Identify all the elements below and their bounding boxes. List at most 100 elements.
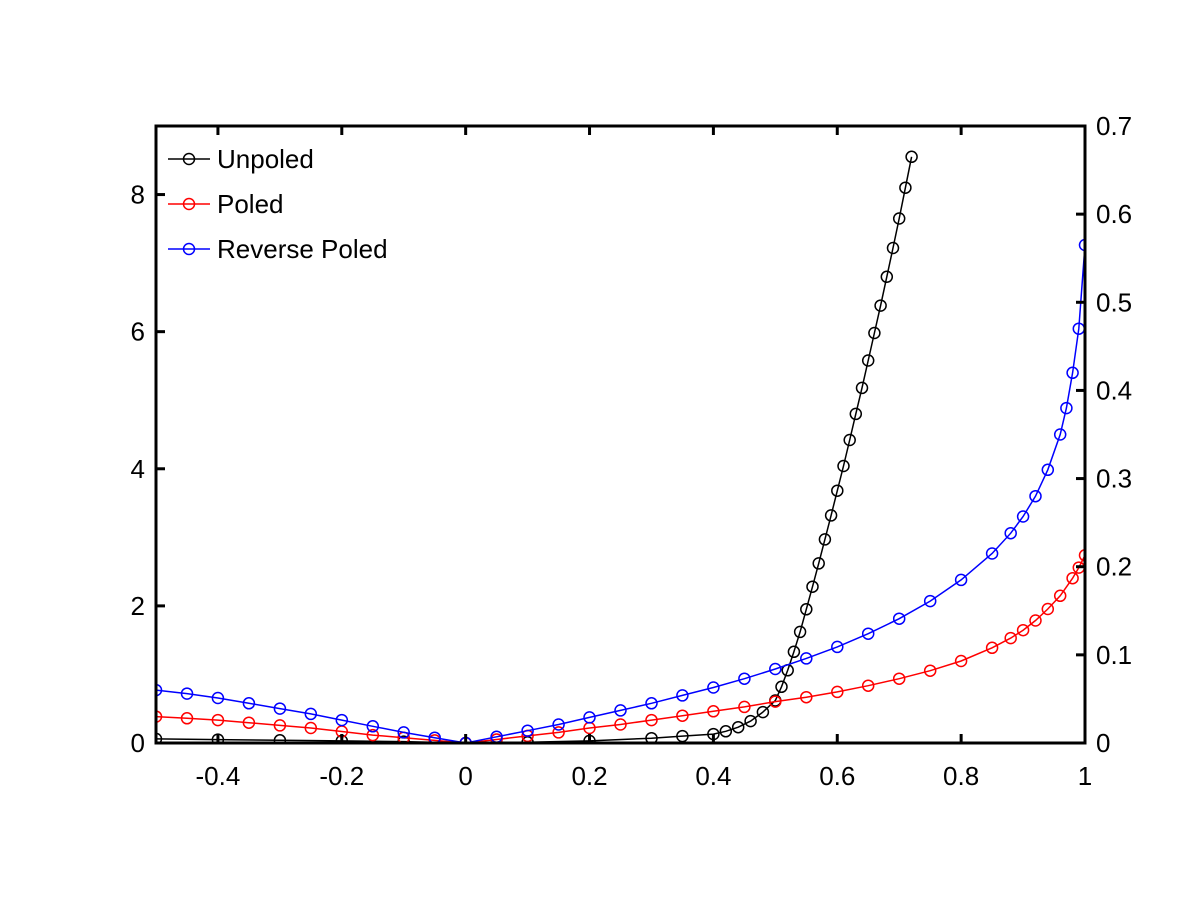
data-point-unpoled bbox=[855, 381, 869, 395]
data-point-unpoled bbox=[793, 625, 807, 639]
y2-tick-label: 0.2 bbox=[1096, 552, 1132, 582]
data-point-poled bbox=[707, 705, 720, 718]
data-point-poled bbox=[985, 641, 999, 655]
y2-tick-label: 0.5 bbox=[1096, 287, 1132, 317]
data-point-reverse-poled bbox=[1016, 510, 1030, 523]
data-point-unpoled bbox=[756, 705, 770, 719]
legend-marker-unpoled bbox=[182, 152, 196, 166]
data-point-unpoled bbox=[905, 150, 918, 164]
data-point-poled bbox=[831, 685, 844, 699]
data-point-poled bbox=[1041, 602, 1055, 616]
x-tick-label: -0.2 bbox=[319, 761, 364, 791]
data-point-unpoled bbox=[843, 433, 856, 447]
data-point-reverse-poled bbox=[156, 683, 163, 697]
x-tick-label: 0 bbox=[458, 761, 472, 791]
y-tick-label: 0 bbox=[131, 728, 145, 758]
data-point-unpoled bbox=[892, 212, 906, 225]
data-point-unpoled bbox=[837, 459, 850, 473]
data-point-poled bbox=[1066, 571, 1079, 585]
data-point-poled bbox=[156, 710, 163, 723]
data-point-reverse-poled bbox=[552, 718, 565, 731]
legend-marker-poled bbox=[182, 197, 196, 211]
data-point-reverse-poled bbox=[985, 547, 999, 560]
data-point-poled bbox=[366, 728, 380, 742]
data-point-poled bbox=[242, 716, 256, 729]
x-tick-label: 0.8 bbox=[943, 761, 979, 791]
data-point-reverse-poled bbox=[1041, 463, 1055, 477]
data-point-poled bbox=[211, 713, 225, 727]
data-point-unpoled bbox=[812, 557, 825, 570]
series-line-poled bbox=[156, 554, 1085, 743]
data-point-unpoled bbox=[818, 533, 832, 546]
data-point-reverse-poled bbox=[1078, 238, 1085, 252]
plot-frame bbox=[154, 124, 1087, 745]
data-point-unpoled bbox=[824, 509, 838, 522]
data-point-reverse-poled bbox=[1066, 366, 1079, 380]
data-point-reverse-poled bbox=[892, 612, 906, 625]
legend-label-reverse-poled: Reverse Poled bbox=[217, 234, 388, 264]
data-point-unpoled bbox=[273, 734, 287, 743]
legend-label-unpoled: Unpoled bbox=[217, 144, 314, 174]
data-point-unpoled bbox=[787, 645, 801, 659]
y2-tick-label: 0.3 bbox=[1096, 464, 1132, 494]
data-point-unpoled bbox=[874, 299, 887, 312]
data-point-poled bbox=[1016, 623, 1030, 637]
data-point-poled bbox=[552, 726, 565, 739]
data-point-poled bbox=[676, 709, 689, 722]
data-point-unpoled bbox=[868, 326, 881, 340]
y2-tick-label: 0.4 bbox=[1096, 375, 1132, 405]
data-point-poled bbox=[954, 654, 968, 668]
data-point-unpoled bbox=[800, 603, 813, 616]
data-point-reverse-poled bbox=[521, 724, 534, 737]
data-point-reverse-poled bbox=[1029, 489, 1042, 503]
data-point-poled bbox=[923, 664, 937, 677]
data-point-reverse-poled bbox=[676, 689, 689, 702]
x-tick-label: -0.4 bbox=[196, 761, 241, 791]
data-point-reverse-poled bbox=[366, 720, 380, 733]
data-point-unpoled bbox=[886, 241, 900, 255]
data-point-unpoled bbox=[831, 484, 844, 497]
legend-label-poled: Poled bbox=[217, 189, 284, 219]
data-point-reverse-poled bbox=[428, 731, 441, 743]
y-tick-label: 4 bbox=[131, 454, 145, 484]
data-point-poled bbox=[273, 719, 287, 732]
data-point-unpoled bbox=[849, 407, 863, 421]
data-point-unpoled bbox=[899, 181, 912, 194]
data-point-reverse-poled bbox=[738, 672, 751, 685]
data-point-poled bbox=[861, 679, 875, 692]
data-point-reverse-poled bbox=[923, 594, 937, 608]
y2-tick-label: 0.1 bbox=[1096, 640, 1132, 670]
data-point-unpoled bbox=[775, 680, 788, 694]
data-point-poled bbox=[892, 672, 906, 685]
y2-tick-label: 0.6 bbox=[1096, 199, 1132, 229]
data-point-reverse-poled bbox=[831, 640, 844, 654]
data-point-unpoled bbox=[731, 720, 745, 734]
data-point-poled bbox=[614, 718, 627, 731]
data-point-reverse-poled bbox=[273, 702, 287, 715]
data-point-poled bbox=[180, 712, 194, 725]
y2-tick-label: 0.7 bbox=[1096, 111, 1132, 141]
data-point-poled bbox=[304, 721, 318, 735]
data-point-reverse-poled bbox=[861, 627, 875, 640]
data-point-reverse-poled bbox=[335, 713, 349, 727]
axes-layer: -0.4 -0.2 0 0.2 0.4 0.6 0.8 10246800.10.20.30.4… bbox=[131, 111, 1133, 791]
data-point-unpoled bbox=[156, 732, 163, 743]
data-point-unpoled bbox=[744, 714, 757, 728]
data-point-reverse-poled bbox=[180, 687, 194, 700]
data-point-reverse-poled bbox=[1004, 526, 1017, 540]
data-point-unpoled bbox=[861, 354, 875, 367]
x-tick-label: 1 bbox=[1078, 761, 1092, 791]
data-point-unpoled bbox=[880, 270, 894, 284]
series-line-reverse-poled bbox=[156, 244, 1085, 743]
data-point-poled bbox=[738, 700, 751, 714]
y-tick-label: 2 bbox=[131, 591, 145, 621]
data-point-poled bbox=[645, 713, 658, 727]
data-point-reverse-poled bbox=[211, 691, 225, 705]
legend: Unpoled Poled Reverse Poled bbox=[168, 144, 388, 264]
data-point-poled bbox=[800, 690, 813, 704]
y-tick-label: 8 bbox=[131, 180, 145, 210]
data-point-poled bbox=[769, 695, 782, 708]
data-point-poled bbox=[1029, 614, 1042, 627]
y-tick-label: 6 bbox=[131, 317, 145, 347]
